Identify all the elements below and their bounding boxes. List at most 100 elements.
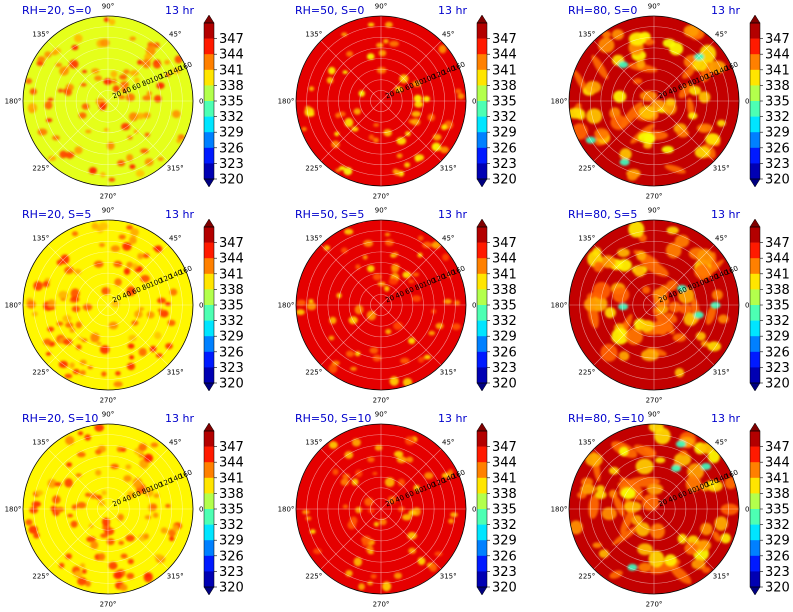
field-spot (701, 566, 711, 573)
field-spot (44, 51, 52, 58)
colorbar-tick-label: 323 (765, 565, 790, 580)
field-spot (340, 478, 350, 486)
radial-tick-label: 60 (131, 286, 142, 297)
colorbar-tick-label: 332 (765, 518, 790, 533)
panel-title: RH=50, S=5 (295, 208, 364, 221)
field-spot (117, 160, 126, 167)
angle-tick-label: 225° (305, 165, 322, 173)
field-spot (125, 93, 135, 102)
field-spot (113, 381, 123, 388)
angle-tick-label: 315° (713, 369, 730, 377)
field-spot (341, 247, 348, 254)
field-spot (328, 363, 338, 374)
field-spot (382, 581, 392, 592)
panel-title: RH=80, S=5 (568, 208, 637, 221)
field-spot (172, 524, 179, 532)
angle-tick-label: 180° (278, 506, 295, 514)
colorbar-extend-min (749, 178, 761, 188)
polar-outline (295, 423, 467, 595)
field-spot (580, 484, 596, 495)
colorbar-segment (477, 85, 487, 102)
field-spot (172, 110, 181, 119)
radial-tick-label: 20 (657, 498, 668, 509)
field-spot (633, 266, 646, 277)
field-spot (635, 522, 650, 537)
radial-tick-label: 60 (404, 82, 415, 93)
colorbar-tick-label: 335 (765, 299, 790, 314)
field-spot (345, 570, 353, 577)
field-spot (69, 362, 75, 369)
field-spot (358, 583, 365, 591)
colorbar-segment (204, 477, 214, 494)
radial-tick-label: 60 (131, 490, 142, 501)
field-spot (313, 548, 322, 555)
field-spot (404, 436, 415, 445)
angle-tick-label: 315° (167, 369, 184, 377)
colorbar-segment (204, 147, 214, 164)
field-spot (700, 522, 713, 536)
colorbar-tick-label: 341 (492, 63, 517, 78)
colorbar-segment (750, 540, 760, 557)
angular-gridline (47, 40, 109, 102)
colorbar-tick-label: 344 (492, 456, 517, 471)
field-spot (144, 572, 151, 579)
field-spot (696, 248, 714, 266)
field-spot (374, 444, 383, 451)
colorbar-tick-label: 341 (765, 63, 790, 78)
field-spot (144, 487, 154, 497)
field-spot (120, 553, 128, 559)
angular-gridline (107, 40, 169, 102)
colorbar-tick-label: 344 (765, 252, 790, 267)
field-spot (411, 111, 421, 117)
colorbar-tick-label: 320 (765, 173, 790, 188)
field-spot (344, 228, 354, 235)
angle-tick-label: 0° (745, 506, 753, 514)
field-spot (717, 119, 726, 127)
colorbar-segment (750, 320, 760, 337)
field-spot (372, 471, 378, 476)
field-spot (127, 343, 135, 349)
field-spot (388, 277, 398, 285)
colorbar-segment (477, 23, 487, 39)
colorbar-extend-max (476, 14, 488, 24)
field-spot (345, 350, 355, 357)
field-spot (59, 150, 68, 159)
angular-gridline (107, 304, 169, 366)
polar-panel: 204060801001201401600°45°90°135°180°225°… (551, 3, 790, 201)
colorbar-tick-label: 326 (492, 345, 517, 360)
field-spot (441, 124, 448, 131)
radial-tick-label: 80 (414, 485, 425, 496)
angle-tick-label: 315° (167, 165, 184, 173)
field-spot (58, 562, 65, 569)
angle-tick-label: 135° (305, 30, 322, 38)
colorbar-tick-label: 323 (219, 565, 244, 580)
field-spot (111, 78, 117, 85)
field-spot (36, 61, 44, 66)
field-spot (25, 519, 33, 526)
polar-panel: 204060801001201401600°45°90°135°180°225°… (5, 207, 244, 405)
colorbar-tick-label: 323 (219, 361, 244, 376)
colorbar-tick-label: 320 (219, 173, 244, 188)
field-spot (394, 169, 401, 176)
field-spot (110, 245, 120, 252)
field-spot (100, 172, 106, 178)
field-spot (85, 492, 91, 497)
angular-gridline (653, 508, 715, 570)
angle-tick-label: 270° (373, 601, 390, 609)
field-spot (45, 352, 52, 356)
field-spot (353, 557, 363, 567)
field-spot (378, 49, 387, 57)
polar-panel: 204060801001201401600°45°90°135°180°225°… (551, 207, 790, 405)
angle-tick-label: 90° (102, 411, 114, 419)
colorbar-segment (750, 242, 760, 259)
panel-title: RH=20, S=10 (22, 412, 98, 425)
field-spot (108, 177, 116, 182)
angle-tick-label: 135° (32, 234, 49, 242)
field-streak (664, 164, 686, 174)
colorbar-tick-label: 344 (219, 252, 244, 267)
field-spot (711, 289, 723, 301)
angular-gridline (380, 244, 442, 306)
polar-outline (568, 219, 740, 391)
field-spot (585, 452, 603, 467)
